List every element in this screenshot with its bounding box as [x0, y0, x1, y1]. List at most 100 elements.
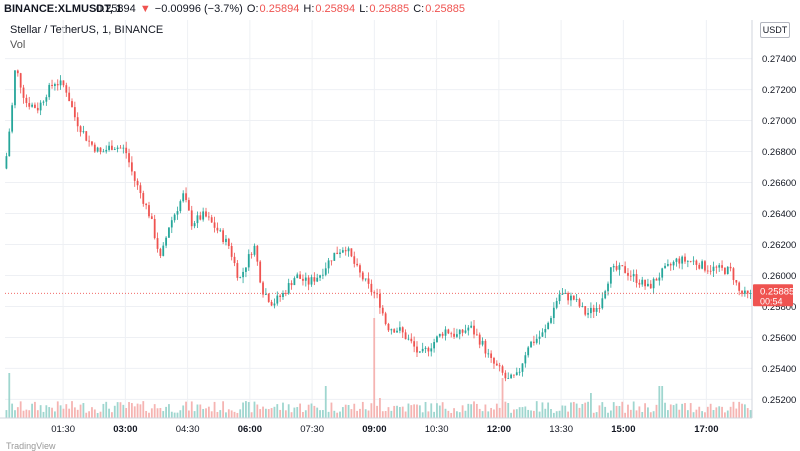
volume-bar [296, 407, 299, 418]
volume-bar [293, 407, 296, 418]
volume-bar [142, 401, 145, 418]
volume-bar [145, 410, 148, 418]
candle-body [31, 104, 33, 107]
candle-body [487, 353, 490, 355]
candle-body [34, 104, 36, 108]
volume-label[interactable]: Vol [10, 39, 26, 51]
volume-bar [518, 407, 521, 418]
candle-body [159, 248, 162, 256]
candle-body [227, 238, 230, 246]
volume-bar [156, 408, 159, 418]
volume-bar [108, 408, 110, 418]
candle-body [176, 211, 179, 215]
candle-body [706, 270, 709, 272]
candle-body [373, 292, 376, 294]
candle-body [427, 347, 430, 352]
volume-bar [36, 410, 39, 418]
volume-bar [681, 403, 684, 418]
candle-body [336, 252, 339, 255]
candle-body [729, 266, 732, 269]
volume-bar [604, 406, 607, 418]
volume-bar [93, 409, 96, 418]
volume-bar [444, 408, 447, 418]
volume-bar [245, 401, 247, 418]
volume-bar [541, 402, 544, 418]
candle-body [447, 329, 450, 334]
candle-body [561, 293, 564, 295]
volume-bar [555, 411, 558, 418]
volume-bar [307, 404, 310, 418]
volume-bar [726, 410, 729, 418]
candle-body [65, 85, 68, 93]
volume-bar [521, 407, 524, 418]
candle-body [530, 341, 532, 348]
candle-body [510, 374, 512, 379]
candle-body [581, 306, 584, 307]
volume-bar [276, 404, 279, 418]
y-tick-label: 0.26600 [762, 178, 796, 189]
volume-bar [718, 406, 721, 418]
candle-body [361, 272, 364, 280]
volume-bar [493, 409, 495, 418]
candle-body [658, 277, 661, 281]
x-tick-label: 07:30 [300, 424, 324, 435]
volume-bar [202, 408, 205, 418]
volume-bar [51, 407, 53, 418]
symbol-name[interactable]: BINANCE:XLMUSDT, 1 [4, 3, 122, 15]
candle-body [133, 171, 136, 181]
candle-body [652, 278, 655, 289]
volume-bar [153, 404, 156, 418]
volume-bar [347, 405, 350, 418]
candle-body [513, 374, 515, 376]
volume-bar [447, 410, 450, 418]
volume-bar [8, 373, 11, 418]
currency-button[interactable]: USDT [760, 22, 790, 38]
candle-body [8, 131, 11, 157]
volume-bar [182, 405, 185, 418]
volume-bar [279, 409, 282, 418]
candle-body [627, 272, 629, 276]
volume-bar [504, 401, 507, 418]
volume-bar [327, 411, 330, 418]
candle-body [225, 238, 227, 243]
candle-body [712, 266, 715, 272]
candle-body [316, 277, 319, 282]
volume-bar [515, 409, 518, 418]
candle-body [604, 291, 607, 299]
candle-body [53, 84, 56, 86]
candle-body [156, 238, 159, 249]
candle-body [461, 329, 464, 333]
volume-bar [410, 405, 413, 418]
candle-body [424, 347, 427, 349]
volume-bar [187, 410, 190, 418]
volume-bar [250, 412, 253, 418]
volume-bar [227, 409, 230, 418]
volume-bar [712, 410, 715, 418]
volume-bar [424, 401, 427, 418]
candle-body [615, 266, 618, 270]
candle-body [607, 283, 609, 292]
candle-body [25, 97, 28, 104]
volume-bar [532, 410, 535, 418]
candle-body [247, 254, 250, 268]
volume-bar [732, 401, 735, 418]
candle-body [661, 268, 664, 278]
volume-bar [547, 402, 550, 418]
volume-bar [481, 411, 484, 418]
candle-body [450, 333, 453, 335]
volume-bar [552, 412, 555, 418]
candle-body [393, 329, 396, 333]
candle-body [299, 274, 301, 279]
candle-body [695, 260, 698, 265]
candle-body [364, 278, 367, 280]
volume-bar [116, 402, 119, 418]
volume-bar [595, 412, 598, 418]
y-tick-label: 0.27400 [762, 54, 796, 65]
candle-body [567, 292, 570, 301]
volume-bar [330, 402, 333, 418]
candle-body [735, 280, 738, 283]
volume-bar [359, 408, 361, 418]
candle-body [51, 84, 53, 86]
candle-body [621, 265, 624, 267]
